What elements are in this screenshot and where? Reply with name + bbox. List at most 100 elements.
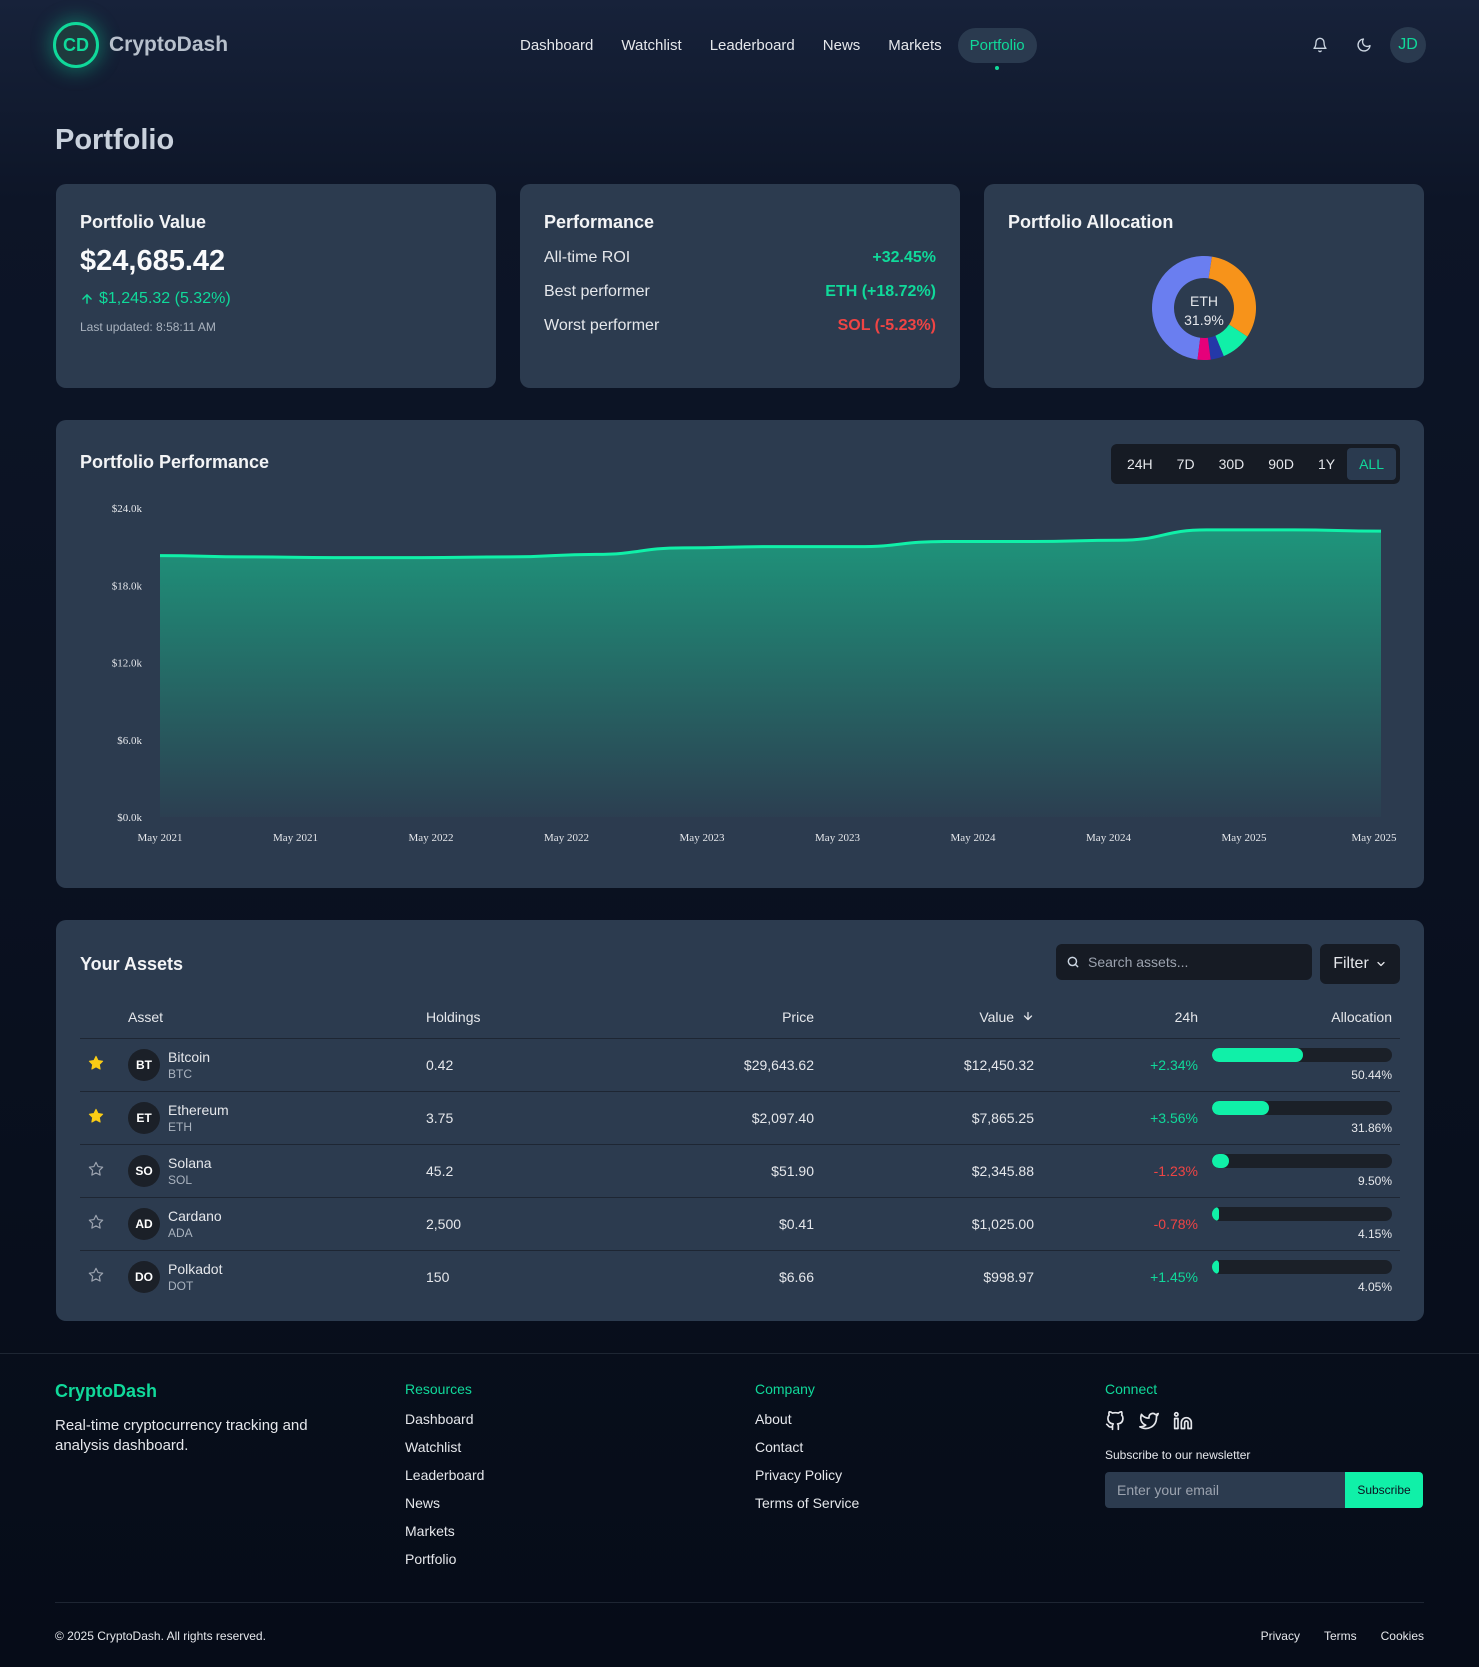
- table-row[interactable]: SO Solana SOL 45.2 $51.90 $2,345.88 -1.23% 9.50…: [80, 1144, 1400, 1198]
- coin-badge: AD: [128, 1207, 160, 1240]
- legal-link-terms[interactable]: Terms: [1323, 1629, 1357, 1643]
- footer-link-portfolio[interactable]: Portfolio: [405, 1551, 457, 1567]
- star-outline-icon[interactable]: [88, 1161, 104, 1180]
- col-value[interactable]: Value: [814, 996, 1034, 1039]
- star-filled-icon[interactable]: [88, 1055, 104, 1074]
- linkedin-icon[interactable]: [1173, 1411, 1193, 1436]
- donut-slice-dot[interactable]: [1197, 337, 1211, 360]
- price-cell: $2,097.40: [626, 1091, 814, 1145]
- col-value-label: Value: [979, 1008, 1015, 1025]
- range-24h[interactable]: 24H: [1126, 456, 1153, 472]
- footer-link-privacy-policy[interactable]: Privacy Policy: [755, 1467, 843, 1483]
- top-navbar: CD CryptoDash Dashboard Watchlist Leader…: [0, 0, 1479, 92]
- subscribe-button[interactable]: Subscribe: [1345, 1472, 1423, 1508]
- coin-badge: SO: [128, 1154, 160, 1187]
- range-90d[interactable]: 90D: [1268, 456, 1294, 472]
- logo[interactable]: CD CryptoDash: [53, 22, 228, 68]
- donut-slice-btc[interactable]: [1152, 256, 1212, 360]
- allocation-cell: 4.05%: [1198, 1250, 1400, 1303]
- change-cell: -1.23%: [1034, 1144, 1198, 1198]
- coin-name: Bitcoin: [168, 1048, 211, 1065]
- donut-center-label: ETH: [1190, 293, 1218, 309]
- value-cell: $7,865.25: [814, 1091, 1034, 1145]
- col-holdings[interactable]: Holdings: [426, 996, 626, 1039]
- asset-cell: ET Ethereum ETH: [128, 1091, 426, 1145]
- chevron-down-icon: [1377, 961, 1385, 967]
- chart-title: Portfolio Performance: [80, 452, 270, 472]
- moon-icon[interactable]: [1346, 27, 1382, 63]
- allocation-fill: [1212, 1047, 1303, 1062]
- y-tick-label: $24.0k: [112, 503, 143, 515]
- star-outline-icon[interactable]: [88, 1214, 104, 1233]
- y-tick-label: $18.0k: [112, 580, 143, 592]
- nav-link-leaderboard[interactable]: Leaderboard: [709, 37, 795, 54]
- footer-link-leaderboard[interactable]: Leaderboard: [405, 1467, 485, 1483]
- table-row[interactable]: AD Cardano ADA 2,500 $0.41 $1,025.00 -0.78% 4.1…: [80, 1197, 1400, 1251]
- price-cell: $29,643.62: [626, 1038, 814, 1092]
- footer-resources: Resources Dashboard Watchlist Leaderboar…: [405, 1381, 484, 1579]
- footer-link-about[interactable]: About: [755, 1411, 792, 1427]
- nav-link-markets[interactable]: Markets: [888, 37, 942, 54]
- allocation-fill: [1212, 1153, 1230, 1168]
- logo-text: CryptoDash: [109, 33, 229, 56]
- nav-link-watchlist[interactable]: Watchlist: [621, 37, 682, 54]
- allocation-bar: [1212, 1047, 1392, 1062]
- nav-link-portfolio[interactable]: Portfolio: [957, 28, 1037, 70]
- value-cell: $2,345.88: [814, 1144, 1034, 1198]
- change-cell: +1.45%: [1150, 1268, 1198, 1285]
- footer-link-terms[interactable]: Terms of Service: [755, 1495, 860, 1511]
- area-fill: [160, 529, 1381, 817]
- coin-symbol: ADA: [168, 1225, 193, 1240]
- search-input[interactable]: [1088, 954, 1298, 970]
- table-row[interactable]: ET Ethereum ETH 3.75 $2,097.40 $7,865.25 +3.56…: [80, 1091, 1400, 1145]
- bell-icon[interactable]: [1302, 27, 1338, 63]
- col-star: [80, 996, 128, 1039]
- range-7d[interactable]: 7D: [1176, 456, 1195, 472]
- range-30d[interactable]: 30D: [1218, 456, 1245, 472]
- col-asset[interactable]: Asset: [128, 996, 426, 1039]
- copyright: © 2025 CryptoDash. All rights reserved.: [55, 1629, 266, 1643]
- range-1y[interactable]: 1Y: [1317, 456, 1336, 472]
- star-cell: [80, 1250, 128, 1303]
- nav-links: Dashboard Watchlist Leaderboard News Mar…: [508, 28, 1041, 70]
- github-icon[interactable]: [1105, 1410, 1125, 1436]
- nav-link-dashboard[interactable]: Dashboard: [520, 37, 594, 54]
- allocation-bar: [1212, 1206, 1392, 1221]
- star-filled-icon[interactable]: [88, 1108, 104, 1127]
- coin-symbol: SOL: [168, 1172, 193, 1187]
- portfolio-value-title: Portfolio Value: [80, 212, 207, 232]
- col-price[interactable]: Price: [626, 996, 814, 1039]
- footer-brand[interactable]: CryptoDash: [55, 1381, 158, 1401]
- twitter-icon[interactable]: [1139, 1411, 1159, 1436]
- range-all[interactable]: ALL: [1347, 448, 1396, 480]
- donut-slice-eth[interactable]: [1208, 256, 1256, 337]
- avatar[interactable]: JD: [1390, 27, 1426, 63]
- asset-cell: AD Cardano ADA: [128, 1197, 426, 1251]
- value-cell: $998.97: [983, 1268, 1034, 1285]
- footer-link-contact[interactable]: Contact: [755, 1439, 804, 1455]
- table-row[interactable]: DO Polkadot DOT 150 $6.66 $998.97 +1.45% 4.05%: [80, 1250, 1400, 1303]
- filter-label: Filter: [1333, 955, 1369, 972]
- table-row[interactable]: BT Bitcoin BTC 0.42 $29,643.62 $12,450.32 +2.3…: [80, 1038, 1400, 1092]
- filter-button[interactable]: Filter: [1320, 944, 1400, 984]
- allocation-percent: 4.05%: [1357, 1279, 1392, 1294]
- x-tick-label: May 2023: [680, 832, 725, 844]
- assets-title: Your Assets: [80, 954, 184, 974]
- legal-link-privacy[interactable]: Privacy: [1260, 1629, 1300, 1643]
- col-24h[interactable]: 24h: [1034, 996, 1198, 1039]
- footer-link-news[interactable]: News: [405, 1495, 441, 1511]
- allocation-cell: 31.86%: [1198, 1091, 1400, 1145]
- legal-link-cookies[interactable]: Cookies: [1380, 1629, 1424, 1643]
- star-outline-icon[interactable]: [88, 1267, 104, 1286]
- y-tick-label: $6.0k: [117, 735, 142, 747]
- donut-slice-sol[interactable]: [1215, 324, 1248, 357]
- legal-links: Privacy Terms Cookies: [1237, 1629, 1424, 1643]
- donut-slice-ada[interactable]: [1207, 335, 1224, 360]
- footer-link-dashboard[interactable]: Dashboard: [405, 1411, 474, 1427]
- newsletter-email-input[interactable]: [1105, 1472, 1345, 1508]
- col-allocation[interactable]: Allocation: [1198, 996, 1400, 1039]
- footer-link-watchlist[interactable]: Watchlist: [405, 1439, 462, 1455]
- footer-link-markets[interactable]: Markets: [405, 1523, 455, 1539]
- nav-link-news[interactable]: News: [822, 37, 861, 54]
- assets-table: Asset Holdings Price Value 24h Allocatio…: [80, 996, 1400, 1303]
